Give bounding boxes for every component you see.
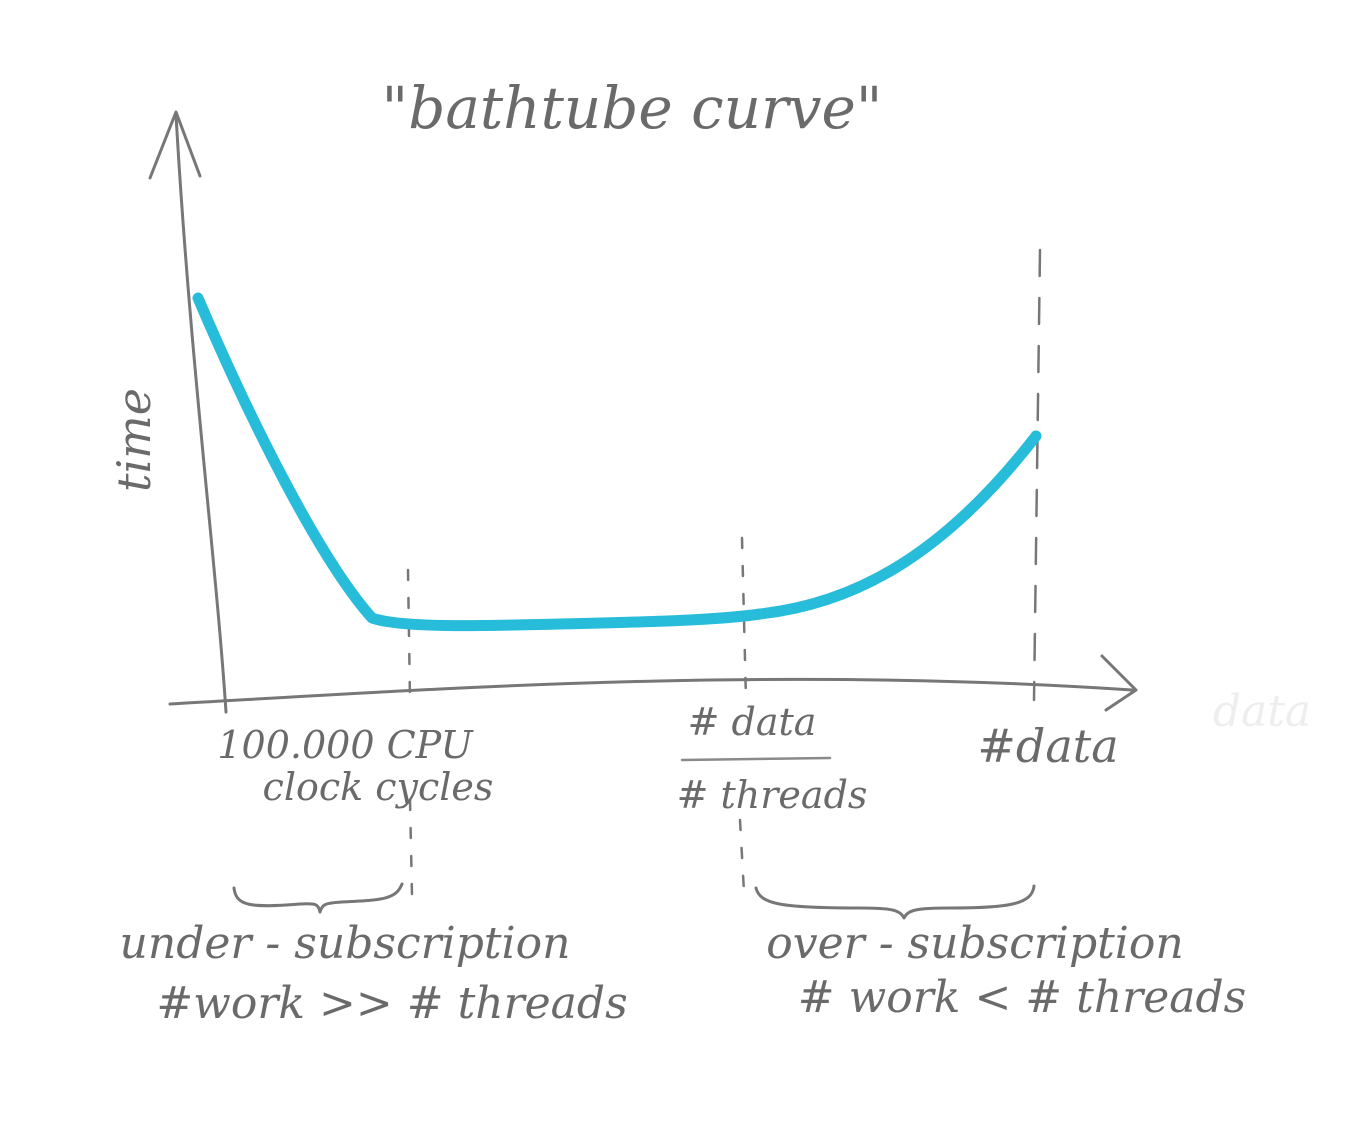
over-subscription-brace xyxy=(754,884,1036,920)
y-axis-arrowhead xyxy=(148,110,202,180)
x-axis-arrowhead xyxy=(1100,654,1138,712)
middle-guide-line xyxy=(740,536,748,702)
tick-label-data-numerator: # data xyxy=(688,700,817,744)
diagram-title: "bathtube curve" xyxy=(382,74,883,142)
y-axis-label: time xyxy=(107,388,161,492)
y-axis-line xyxy=(174,113,228,714)
x-axis-line xyxy=(168,677,1134,706)
faint-ghost-text: data xyxy=(1213,686,1311,737)
over-subscription-condition: # work < # threads xyxy=(798,972,1246,1023)
under-subscription-brace xyxy=(232,882,404,914)
under-subscription-condition: #work >> # threads xyxy=(156,978,627,1029)
tick-label-data: #data xyxy=(977,719,1118,773)
left-guide-line xyxy=(406,568,412,702)
tick-label-threads-denominator: # threads xyxy=(677,773,868,817)
fraction-bar xyxy=(680,756,832,762)
left-guide-line-lower xyxy=(408,798,414,897)
bathtub-curve xyxy=(192,292,1042,632)
tick-label-cpu-cycles-line2: clock cycles xyxy=(263,765,494,809)
under-subscription-title: under - subscription xyxy=(120,918,571,969)
right-guide-line xyxy=(1032,248,1042,702)
over-subscription-title: over - subscription xyxy=(766,918,1183,969)
middle-guide-line-lower xyxy=(738,818,746,894)
tick-label-cpu-cycles-line1: 100.000 CPU xyxy=(217,723,474,767)
